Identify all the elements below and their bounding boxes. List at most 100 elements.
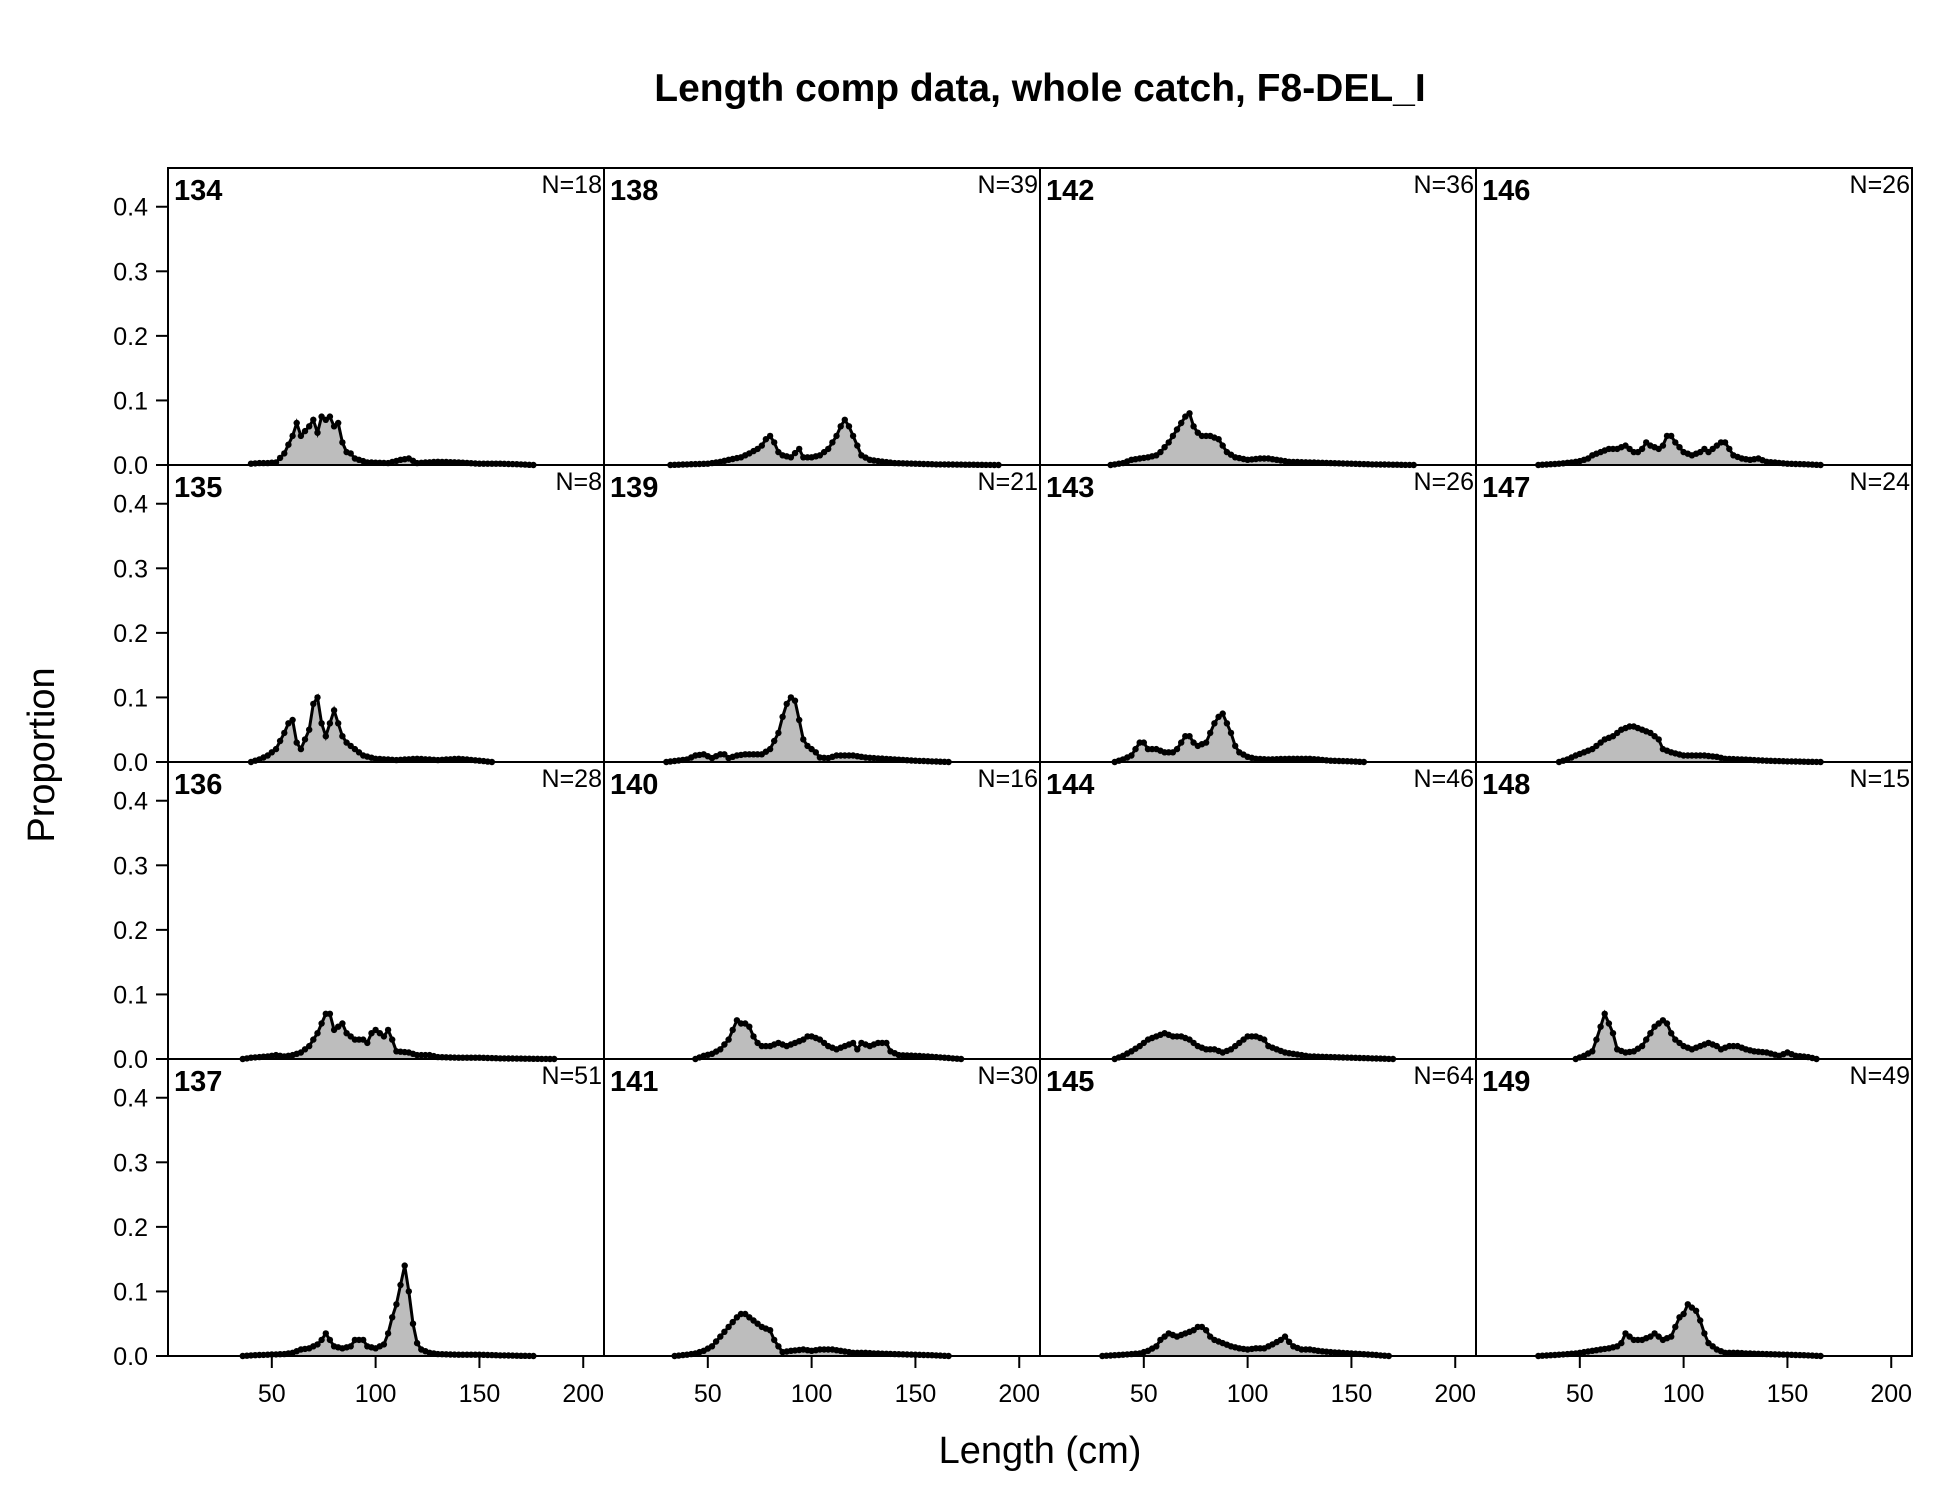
area-fill (1559, 726, 1821, 762)
data-point (1153, 1343, 1160, 1350)
data-point (326, 1336, 334, 1344)
y-axis-title: Proportion (21, 667, 63, 842)
panel-label: 147 (1482, 472, 1530, 504)
data-point (1207, 729, 1214, 737)
data-point (318, 1020, 325, 1027)
data-point (771, 439, 778, 446)
data-point (1609, 1030, 1617, 1037)
data-point (339, 439, 346, 446)
data-point (1643, 1036, 1650, 1043)
area-fill (1102, 1326, 1389, 1356)
data-point (314, 1030, 321, 1037)
data-point (314, 694, 321, 701)
data-point (1672, 439, 1679, 446)
data-point (783, 700, 790, 708)
n-label: N=30 (978, 1062, 1038, 1090)
data-point (1663, 1020, 1671, 1027)
y-tick-label: 0.3 (113, 852, 148, 880)
panel-label: 149 (1482, 1066, 1530, 1098)
data-point (297, 745, 305, 753)
data-point (1281, 1333, 1289, 1340)
panel-label: 141 (610, 1066, 658, 1098)
data-point (1593, 1036, 1600, 1043)
n-label: N=24 (1850, 468, 1911, 496)
data-point (1157, 448, 1164, 456)
data-point (775, 729, 782, 737)
data-point (1232, 742, 1239, 750)
data-point (1668, 432, 1675, 440)
y-tick-label: 0.0 (113, 1046, 148, 1074)
panel-label: 144 (1046, 769, 1094, 801)
chart-title: Length comp data, whole catch, F8-DEL_I (654, 67, 1425, 110)
data-point (779, 713, 786, 720)
data-point (787, 454, 795, 461)
data-point (1169, 432, 1177, 440)
y-tick-label: 0.3 (113, 1149, 148, 1177)
panel-label: 143 (1046, 472, 1094, 504)
y-tick-label: 0.2 (113, 323, 148, 351)
data-point (339, 1020, 346, 1027)
data-point (322, 1330, 329, 1337)
data-point (301, 427, 309, 435)
panel-label: 145 (1046, 1066, 1094, 1098)
x-tick-label: 200 (1870, 1380, 1912, 1408)
data-point (1721, 439, 1729, 446)
data-point (293, 739, 300, 746)
data-point (306, 726, 313, 733)
n-label: N=28 (542, 765, 602, 793)
data-point (314, 1341, 321, 1348)
data-point (766, 1327, 774, 1334)
x-tick-label: 50 (258, 1380, 286, 1408)
y-tick-label: 0.3 (113, 258, 148, 286)
data-point (758, 442, 765, 449)
area-fill (674, 1314, 949, 1356)
data-point (1589, 1048, 1596, 1055)
data-point (364, 1039, 371, 1047)
x-tick-label: 100 (1663, 1380, 1705, 1408)
data-point (708, 1343, 716, 1350)
data-point (849, 432, 857, 440)
panel-label: 138 (610, 175, 658, 207)
data-point (1223, 720, 1231, 727)
x-tick-label: 100 (355, 1380, 397, 1408)
data-point (326, 413, 334, 420)
data-point (1618, 1339, 1625, 1347)
axes: 0.0 0.1 0.2 0.3 0.4 0.0 0.1 0.2 0.3 0.4 0.0 0.1 0.2 0… (113, 194, 1912, 1408)
data-point (1215, 436, 1222, 443)
n-label: N=15 (1850, 765, 1910, 793)
data-point (389, 1314, 396, 1321)
n-label: N=46 (1414, 765, 1474, 793)
data-point (746, 1023, 753, 1030)
data-point (766, 745, 774, 753)
data-point (1655, 736, 1662, 743)
data-point (1186, 733, 1193, 740)
data-point (725, 1323, 732, 1331)
data-point (1178, 739, 1185, 746)
data-point (717, 1046, 724, 1053)
data-point (306, 1042, 313, 1050)
data-point (405, 1288, 412, 1295)
data-point (766, 432, 774, 440)
data-point (360, 1336, 367, 1344)
data-point (310, 700, 317, 708)
data-point (1190, 423, 1197, 430)
data-point (883, 1039, 890, 1047)
x-tick-label: 150 (895, 1380, 937, 1408)
data-point (293, 419, 300, 427)
n-label: N=8 (555, 468, 602, 496)
data-point (729, 1318, 736, 1326)
panel-label: 137 (174, 1066, 222, 1098)
y-tick-label: 0.1 (113, 981, 148, 1009)
data-point (837, 423, 844, 430)
data-point (409, 1320, 417, 1327)
data-point (833, 432, 840, 440)
data-point (1219, 710, 1226, 717)
panel-146: 146 N=26 (1475, 167, 1913, 469)
data-point (1601, 1010, 1608, 1017)
data-point (796, 716, 803, 724)
n-label: N=64 (1414, 1062, 1475, 1090)
data-point (854, 1046, 861, 1053)
data-point (1140, 739, 1148, 746)
data-point (281, 729, 288, 737)
n-label: N=16 (978, 765, 1038, 793)
